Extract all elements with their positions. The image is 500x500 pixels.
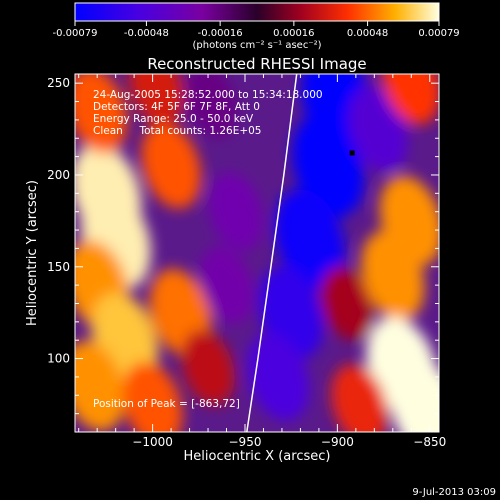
heatmap-blob [320, 266, 373, 340]
heatmap-blob [331, 364, 388, 432]
axis-ticks: −1000 −950 −900 −850 100 150 200 250 [47, 74, 446, 449]
annotation-block: 24-Aug-2005 15:28:52.000 to 15:34:18.000… [93, 89, 323, 410]
heatmap-blob [348, 86, 408, 172]
heatmap-blob [199, 246, 254, 324]
heatmap-blob [186, 74, 238, 138]
heatmap-blob [361, 230, 425, 322]
peak-position-label: Position of Peak = [-863,72] [93, 398, 240, 410]
annotation-counts: Clean Total counts: 1.26E+05 [93, 125, 262, 137]
colorbar-ticks: -0.00079 -0.00048 -0.00016 0.00016 0.00048 0.… [53, 21, 460, 39]
colorbar-tick-label: -0.00048 [124, 28, 169, 39]
colorbar: -0.00079 -0.00048 -0.00016 0.00016 0.00048 0.… [53, 2, 460, 51]
annotation-time: 24-Aug-2005 15:28:52.000 to 15:34:18.000 [93, 89, 323, 101]
heatmap-blob [181, 330, 235, 406]
plot-frame [74, 73, 440, 433]
colorbar-gradient [74, 2, 440, 22]
plot-area: 24-Aug-2005 15:28:52.000 to 15:34:18.000… [47, 73, 446, 449]
y-axis-label: Heliocentric Y (arcsec) [25, 180, 40, 326]
annotation-energy: Energy Range: 25.0 - 50.0 keV [93, 113, 254, 125]
heatmap-blob [75, 74, 128, 154]
colorbar-tick-label: -0.00079 [53, 28, 98, 39]
heatmap-blob [274, 189, 345, 290]
colorbar-units-label: (photons cm⁻² s⁻¹ asec⁻²) [192, 40, 321, 51]
solar-limb-curve [246, 74, 298, 432]
annotation-detectors: Detectors: 4F 5F 6F 7F 8F, Att 0 [93, 101, 260, 113]
x-tick-label: −1000 [132, 435, 173, 449]
y-tick-label: 200 [47, 168, 70, 182]
y-tick-label: 250 [47, 76, 70, 90]
heatmap-blob [247, 333, 310, 421]
map-marker [349, 150, 355, 156]
y-tick-label: 150 [47, 260, 70, 274]
colorbar-tick-label: 0.00016 [273, 28, 314, 39]
heatmap-image [75, 74, 439, 432]
colorbar-tick-label: 0.00079 [418, 28, 459, 39]
heatmap-blob [208, 172, 264, 251]
chart-title: Reconstructed RHESSI Image [147, 55, 366, 73]
heatmap-blob [390, 358, 439, 432]
heatmap-blob [75, 341, 126, 432]
colorbar-tick-label: -0.00016 [198, 28, 243, 39]
heatmap-blob [122, 361, 183, 432]
y-tick-label: 100 [47, 352, 70, 366]
x-axis-label: Heliocentric X (arcsec) [184, 449, 331, 464]
footer-date: 9-Jul-2013 03:09 [412, 487, 496, 498]
x-tick-label: −900 [321, 435, 354, 449]
x-tick-label: −950 [229, 435, 262, 449]
x-tick-label: −850 [413, 435, 446, 449]
colorbar-tick-label: 0.00048 [347, 28, 388, 39]
heatmap-blob [382, 74, 439, 125]
heatmap-blob [141, 123, 202, 209]
heatmap-blob [128, 74, 184, 126]
